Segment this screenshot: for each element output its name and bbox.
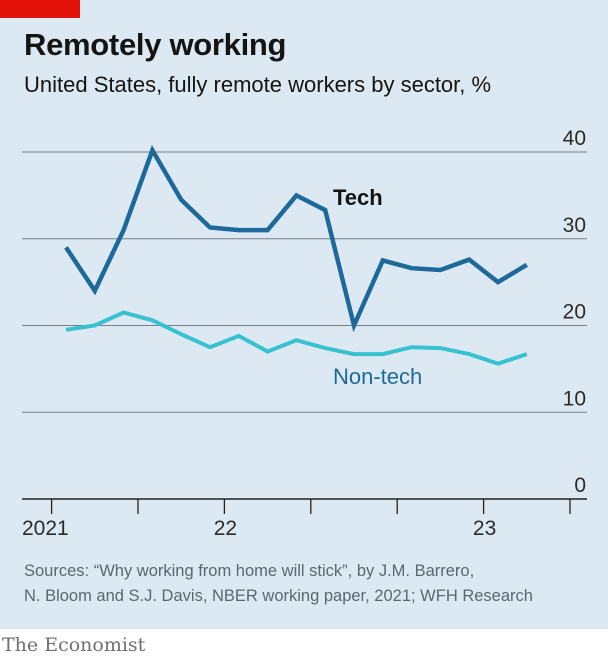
source-line-1: Sources: “Why working from home will sti… [24, 562, 475, 580]
x-tick-label-2: 23 [473, 517, 496, 540]
y-tick-label-20: 20 [563, 301, 586, 324]
chart-panel [0, 0, 608, 629]
y-tick-label-30: 30 [563, 214, 586, 237]
series-line-non-tech [65, 310, 528, 366]
series-line-tech [64, 145, 528, 333]
line-chart: 0 10 20 30 40 2021 22 23 Tech Non-tech [22, 127, 587, 540]
sources-note: Sources: “Why working from home will sti… [24, 559, 599, 609]
chart-subtitle: United States, fully remote workers by s… [24, 72, 492, 97]
series-label-tech: Tech [333, 185, 383, 210]
y-tick-label-40: 40 [563, 127, 586, 150]
chart-title: Remotely working [24, 27, 287, 62]
series-label-non-tech: Non-tech [333, 364, 422, 389]
y-tick-label-10: 10 [563, 387, 586, 410]
x-tick-label-1: 22 [214, 517, 237, 540]
source-line-2: N. Bloom and S.J. Davis, NBER working pa… [24, 587, 533, 605]
brand-name: The Economist [2, 634, 146, 656]
brand-red-tag [0, 0, 80, 18]
x-tick-label-0: 2021 [22, 517, 69, 540]
y-tick-label-0: 0 [574, 474, 586, 497]
